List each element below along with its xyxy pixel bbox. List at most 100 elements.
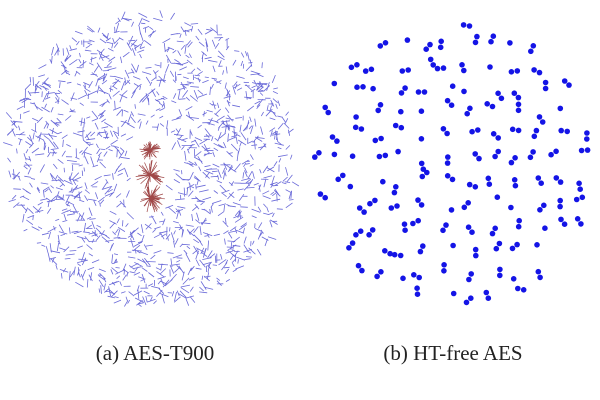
node [512, 182, 519, 189]
node [354, 84, 360, 90]
node [387, 250, 393, 257]
node [427, 41, 433, 48]
node [366, 232, 372, 238]
node [405, 67, 412, 73]
node [490, 131, 497, 137]
node [370, 85, 376, 92]
node [511, 177, 518, 183]
node [377, 102, 384, 108]
node [475, 127, 481, 133]
node [444, 160, 451, 166]
node [424, 169, 430, 176]
node [472, 39, 479, 46]
node [357, 228, 364, 234]
node [515, 101, 522, 108]
node [584, 130, 590, 136]
node [576, 180, 582, 187]
node [325, 109, 332, 116]
node [558, 127, 564, 134]
node [423, 46, 430, 52]
node [441, 268, 447, 274]
node [402, 85, 408, 91]
node [418, 136, 425, 142]
node [507, 40, 513, 46]
node [460, 22, 467, 28]
node [352, 124, 359, 131]
node [520, 287, 527, 293]
node [530, 43, 537, 49]
node [348, 64, 355, 71]
node [410, 220, 416, 227]
node [539, 119, 546, 125]
node [561, 221, 568, 227]
node [514, 241, 520, 248]
node [461, 204, 468, 211]
node [476, 155, 482, 162]
node [420, 243, 426, 249]
node [566, 82, 572, 88]
caption-a: (a) AES-T900 [96, 341, 214, 365]
node [515, 223, 522, 230]
node [492, 225, 499, 232]
node [496, 240, 503, 247]
node [443, 222, 449, 228]
node [355, 262, 362, 269]
node [515, 285, 521, 292]
node [466, 276, 472, 283]
node [391, 251, 398, 258]
node [317, 191, 324, 197]
node [395, 148, 401, 155]
node [472, 184, 479, 190]
node [374, 273, 380, 280]
node [329, 134, 336, 140]
node [497, 272, 503, 279]
node [468, 295, 474, 302]
node [467, 105, 473, 112]
node [401, 221, 408, 227]
node [542, 85, 549, 92]
node [448, 207, 455, 213]
node [375, 107, 382, 114]
node [488, 38, 494, 45]
node [376, 153, 383, 160]
node [498, 95, 505, 102]
node [316, 150, 322, 156]
node [531, 133, 538, 140]
node [434, 65, 441, 72]
node [557, 203, 563, 210]
node [441, 262, 447, 268]
node [404, 37, 411, 43]
node [535, 175, 542, 181]
node [416, 274, 423, 281]
node [564, 128, 570, 135]
node [510, 276, 517, 282]
node [414, 291, 421, 298]
node [359, 267, 365, 274]
node [472, 246, 479, 253]
node [461, 67, 467, 74]
node [515, 107, 522, 114]
node [495, 90, 501, 97]
node [322, 194, 329, 201]
node [541, 202, 547, 209]
node [495, 135, 502, 141]
node [367, 200, 373, 207]
node [557, 105, 564, 112]
node [421, 89, 428, 95]
node [334, 138, 340, 144]
node [377, 43, 384, 49]
node [516, 217, 522, 224]
node [388, 205, 395, 211]
node [459, 62, 465, 68]
node [358, 126, 365, 132]
node [463, 299, 470, 306]
node [349, 153, 356, 159]
node [557, 197, 563, 204]
node [444, 173, 451, 179]
node [415, 217, 422, 224]
node [331, 151, 338, 158]
node [438, 38, 445, 45]
node [515, 127, 522, 134]
